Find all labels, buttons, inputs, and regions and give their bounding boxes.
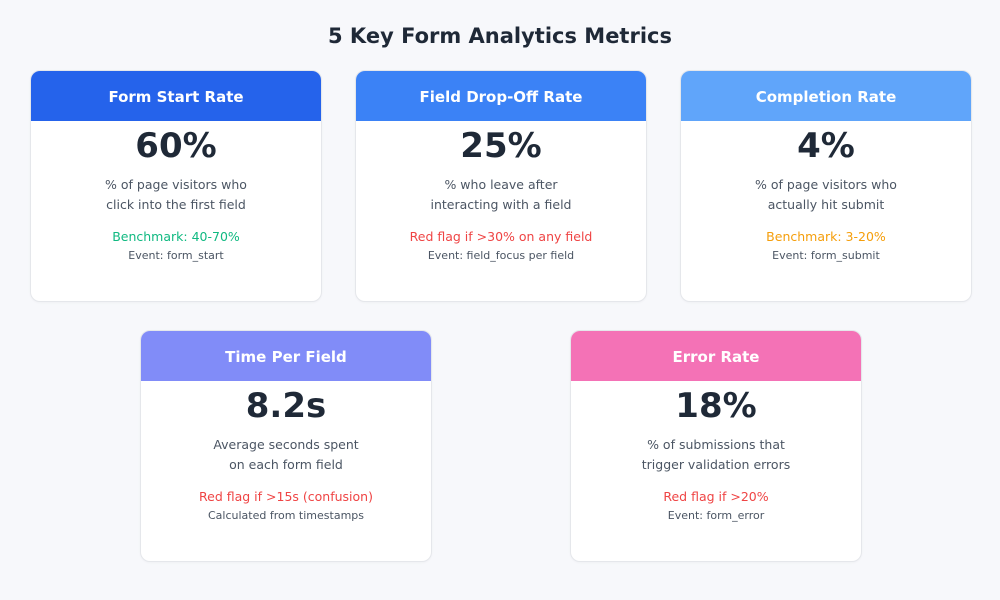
description-line: % of page visitors who xyxy=(755,177,897,192)
metric-description: % of page visitors who click into the fi… xyxy=(66,175,286,215)
metric-description: % who leave after interacting with a fie… xyxy=(391,175,611,215)
description-line: on each form field xyxy=(229,457,343,472)
description-line: % of page visitors who xyxy=(105,177,247,192)
metric-card-form-start-rate: Form Start Rate 60% % of page visitors w… xyxy=(30,70,322,302)
metric-description: Average seconds spent on each form field xyxy=(176,435,396,475)
description-line: % of submissions that xyxy=(647,437,785,452)
card-header: Time Per Field xyxy=(141,331,431,381)
metric-card-completion-rate: Completion Rate 4% % of page visitors wh… xyxy=(680,70,972,302)
metric-value: 25% xyxy=(460,126,542,166)
metric-value: 18% xyxy=(675,386,757,426)
event-note: Event: form_start xyxy=(128,249,224,262)
metric-card-error-rate: Error Rate 18% % of submissions that tri… xyxy=(570,330,862,562)
metric-value: 8.2s xyxy=(245,386,327,426)
description-line: actually hit submit xyxy=(767,197,885,212)
page-title: 5 Key Form Analytics Metrics xyxy=(328,24,672,48)
card-header: Form Start Rate xyxy=(31,71,321,121)
event-note: Event: form_submit xyxy=(772,249,880,262)
card-header: Field Drop-Off Rate xyxy=(356,71,646,121)
metric-card-time-per-field: Time Per Field 8.2s Average seconds spen… xyxy=(140,330,432,562)
metric-description: % of page visitors who actually hit subm… xyxy=(716,175,936,215)
metric-value: 60% xyxy=(135,126,217,166)
metric-value: 4% xyxy=(797,126,855,166)
event-note: Calculated from timestamps xyxy=(207,509,364,522)
description-line: click into the first field xyxy=(106,197,246,212)
description-line: Average seconds spent xyxy=(213,437,359,452)
red-flag-note: Red flag if >30% on any field xyxy=(409,229,593,244)
card-header: Completion Rate xyxy=(681,71,971,121)
red-flag-note: Red flag if >20% xyxy=(663,489,769,504)
event-note: Event: field_focus per field xyxy=(427,249,575,262)
event-note: Event: form_error xyxy=(667,509,765,522)
description-line: trigger validation errors xyxy=(641,457,791,472)
metric-description: % of submissions that trigger validation… xyxy=(606,435,826,475)
description-line: interacting with a field xyxy=(430,197,572,212)
benchmark-note: Benchmark: 3-20% xyxy=(766,229,886,244)
red-flag-note: Red flag if >15s (confusion) xyxy=(199,489,373,504)
benchmark-note: Benchmark: 40-70% xyxy=(112,229,240,244)
description-line: % who leave after xyxy=(444,177,558,192)
metric-card-field-drop-off-rate: Field Drop-Off Rate 25% % who leave afte… xyxy=(355,70,647,302)
card-header: Error Rate xyxy=(571,331,861,381)
